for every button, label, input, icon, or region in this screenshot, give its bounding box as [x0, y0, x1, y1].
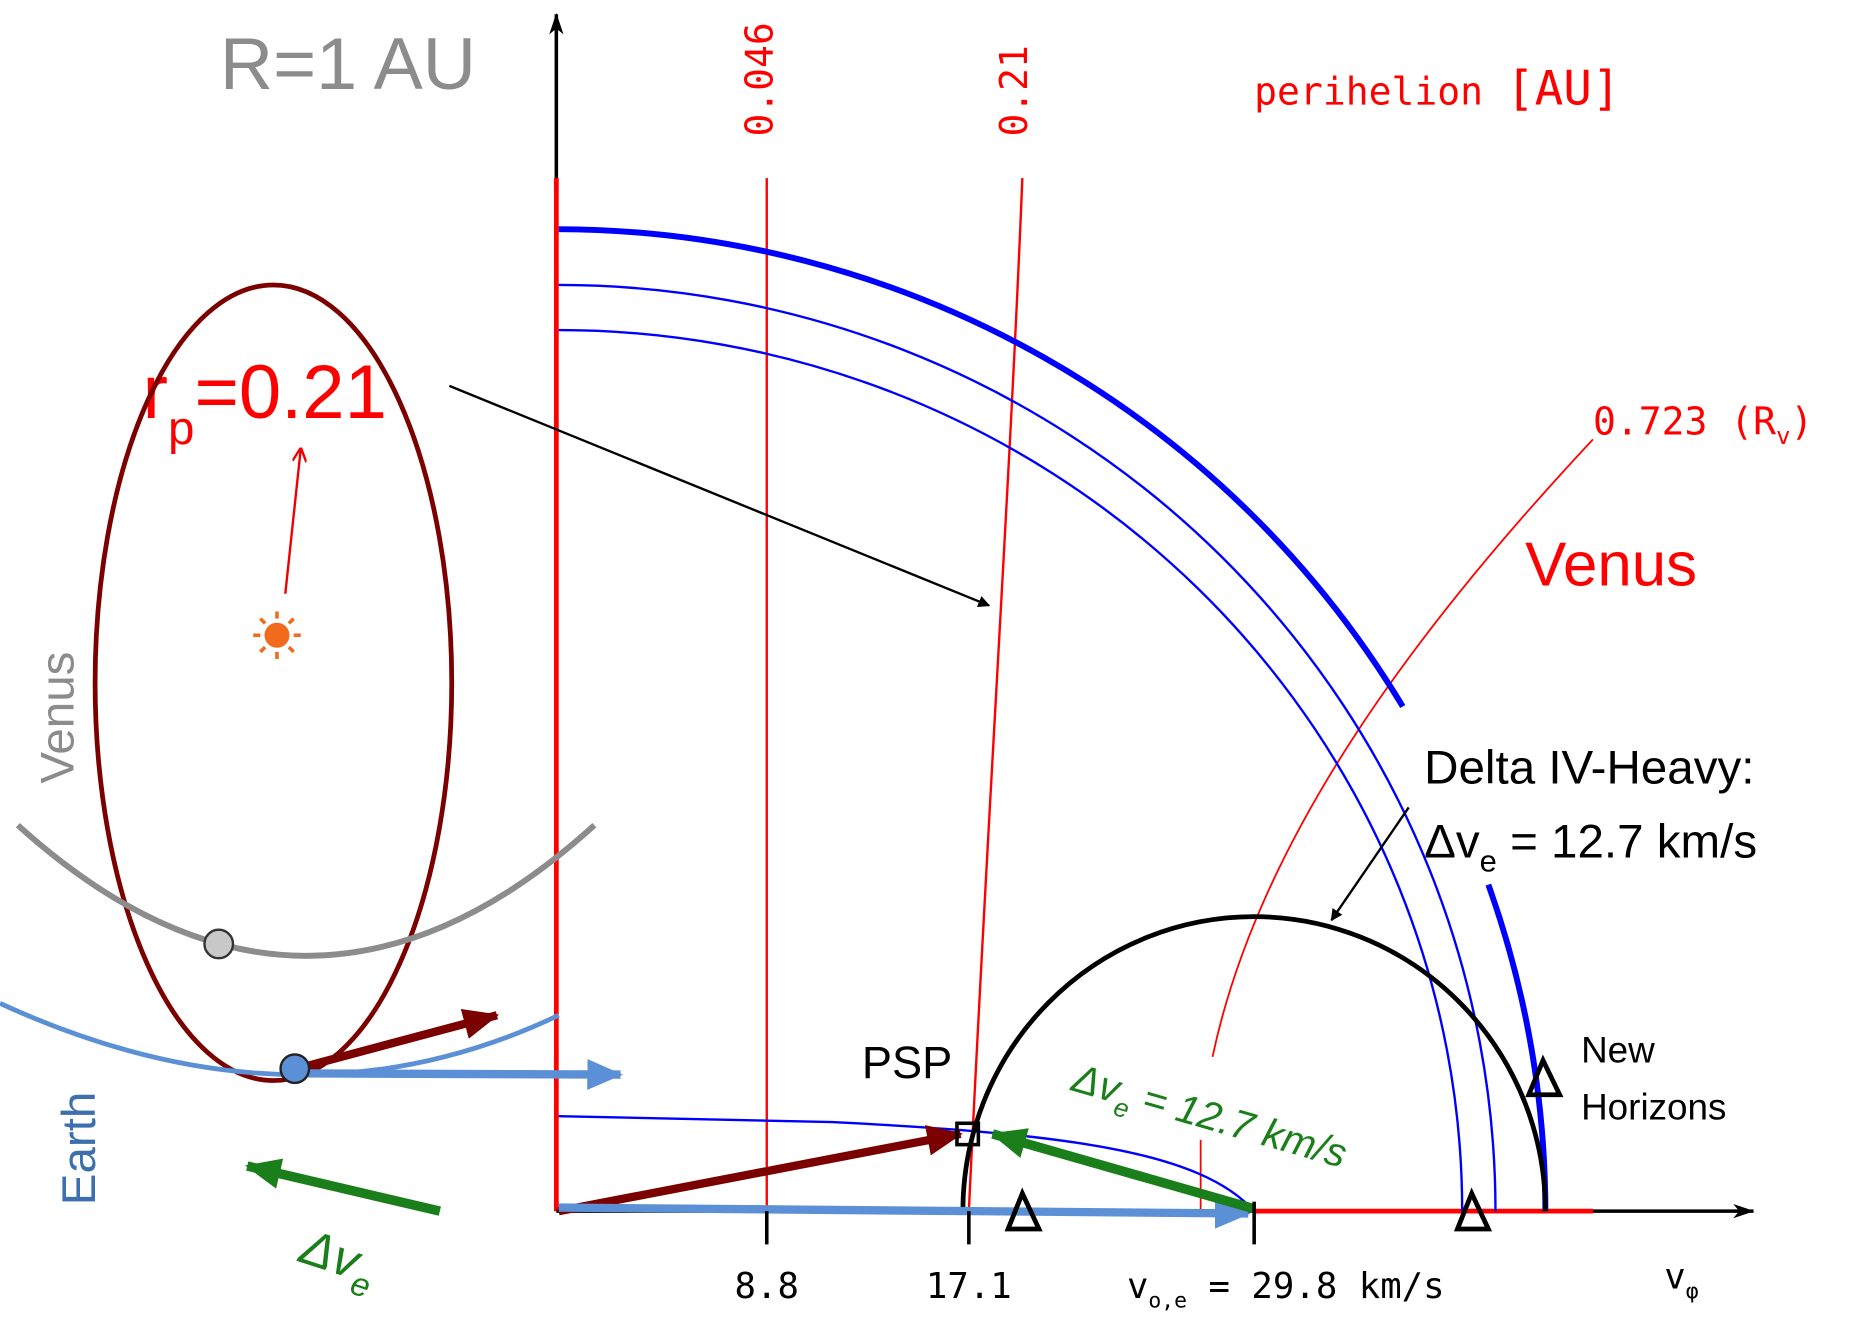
blue-curve [558, 1114, 1256, 1212]
blue-arc [558, 283, 1497, 1212]
label-part: v [1664, 1256, 1685, 1297]
dv-text: Δve [289, 1218, 384, 1306]
label-part: 0.723 (R [1593, 400, 1776, 444]
label-sub: o,e [1148, 1288, 1187, 1313]
blue-arc [558, 226, 1406, 709]
rp-label: rp=0.21 [143, 350, 387, 455]
psp-velocity [296, 1008, 500, 1073]
nh-label: Horizons [1581, 1087, 1726, 1128]
venus-dot [203, 928, 235, 960]
title: R=1 AU [220, 22, 476, 105]
label-part: = 12.7 km/s [1497, 815, 1757, 868]
orbit-sketch: Venus Earth Δve [0, 282, 623, 1306]
tick-label: 17.1 [926, 1266, 1012, 1307]
psp-label: PSP [862, 1037, 952, 1088]
triangle [1004, 1187, 1043, 1232]
nh-label: New [1581, 1030, 1655, 1071]
perihelion-line [967, 178, 1024, 1212]
psp-marker [955, 1121, 981, 1147]
pointer [1330, 806, 1410, 922]
pointer [448, 384, 991, 608]
heading: perihelion [AU] [1254, 62, 1620, 117]
triangle [1525, 1054, 1564, 1098]
triangle [1453, 1187, 1493, 1232]
heading-unit: [AU] [1506, 62, 1621, 117]
label-sub: e [1480, 844, 1497, 879]
venus-text: Venus [32, 652, 85, 784]
label-part: v [1127, 1266, 1148, 1307]
psp-orbit [92, 282, 455, 1083]
earth-velocity [297, 1059, 623, 1090]
label-part: = 29.8 km/s [1187, 1266, 1445, 1307]
delta-v [990, 1128, 1256, 1214]
earth-dot [279, 1053, 311, 1085]
label-part: Δv [1424, 815, 1480, 868]
perihelion-pointer [284, 449, 300, 594]
venus-label: Venus [1525, 530, 1697, 599]
launch-circle [960, 914, 1548, 1212]
label-part: r [143, 350, 168, 435]
label-sub: v [1776, 422, 1790, 450]
blue-arc [558, 328, 1464, 1212]
sun [253, 611, 301, 659]
heading-text: perihelion [1254, 70, 1483, 114]
venus-orbit [15, 823, 597, 959]
earth-text: Earth [53, 1092, 106, 1206]
launcher-label: Delta IV-Heavy: [1424, 742, 1754, 795]
label-sub: φ [1686, 1279, 1699, 1304]
delta-v [244, 1158, 441, 1216]
launcher-dv: Δve = 12.7 km/s [1424, 815, 1757, 878]
axis-label: vφ [1664, 1256, 1698, 1303]
label-sub: p [168, 402, 194, 455]
earth-speed: vo,e = 29.8 km/s [1127, 1266, 1445, 1313]
earth-velocity [558, 1197, 1251, 1229]
tick-label: 8.8 [735, 1266, 799, 1307]
venus-line-label: 0.723 (Rv) [1593, 400, 1813, 450]
velocity-diagram: R=1 AU perihelion [AU] 0.046 0.21 0.723 … [143, 13, 1813, 1313]
psp-velocity [557, 1125, 963, 1216]
label-part: =0.21 [194, 350, 386, 435]
line-label: 0.21 [992, 45, 1036, 136]
label-part: ) [1790, 400, 1813, 444]
line-label: 0.046 [738, 22, 782, 136]
earth-orbit [0, 1001, 560, 1078]
